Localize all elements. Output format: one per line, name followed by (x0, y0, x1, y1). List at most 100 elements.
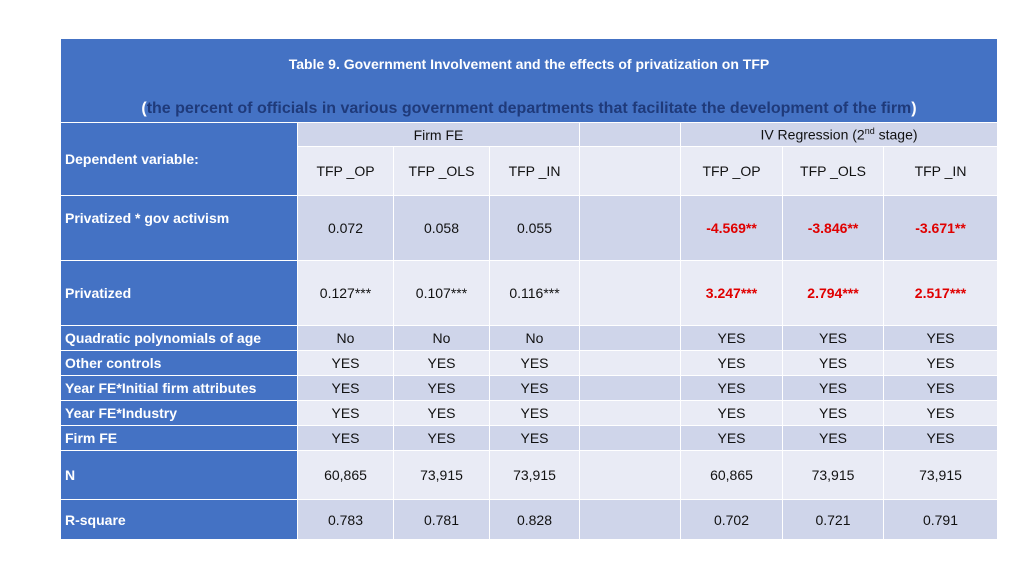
table-cell: YES (393, 350, 490, 376)
table-cell-spacer (579, 425, 681, 451)
table-row-privatized: Privatized 0.127*** 0.107*** 0.116*** 3.… (60, 260, 998, 326)
table-cell: 0.702 (680, 499, 783, 540)
row-label: Year FE*Initial firm attributes (60, 375, 298, 401)
table-cell: 73,915 (883, 450, 998, 500)
table-row-firm-fe: Firm FE YES YES YES YES YES YES (60, 425, 998, 451)
column-header-2: TFP _OLS (393, 146, 490, 196)
title-row: Table 9. Government Involvement and the … (60, 38, 998, 123)
table-cell: 73,915 (489, 450, 580, 500)
table-cell: YES (489, 350, 580, 376)
subtitle-text: the percent of officials in various gove… (146, 100, 912, 117)
table-cell: YES (297, 350, 394, 376)
group-header-row: Dependent variable: Firm FE IV Regressio… (60, 122, 998, 196)
table-cell-significant: -3.846** (782, 195, 884, 261)
table-cell: YES (393, 400, 490, 426)
table-cell-spacer (579, 450, 681, 500)
table-cell: YES (680, 375, 783, 401)
table-cell: YES (680, 325, 783, 351)
column-header-3: TFP _IN (489, 146, 580, 196)
iv-regression-superscript: nd (864, 126, 875, 137)
table-cell: 60,865 (680, 450, 783, 500)
table-cell: 0.107*** (393, 260, 490, 326)
row-label: R-square (60, 499, 298, 540)
column-header-row: TFP _OP TFP _OLS TFP _IN TFP _OP TFP _OL… (61, 146, 998, 196)
group-header-spacer (579, 122, 681, 147)
table-cell-spacer (579, 499, 681, 540)
table-cell-spacer (579, 375, 681, 401)
table-cell-spacer (579, 350, 681, 376)
table-cell: YES (782, 325, 884, 351)
column-header-5: TFP _OP (680, 146, 783, 196)
table-row-r-square: R-square 0.783 0.781 0.828 0.702 0.721 0… (60, 499, 998, 540)
table-cell: 60,865 (297, 450, 394, 500)
row-label: Other controls (60, 350, 298, 376)
iv-regression-prefix: IV Regression (2 (760, 126, 865, 143)
table-cell: YES (489, 375, 580, 401)
table-cell: 0.116*** (489, 260, 580, 326)
table-cell: YES (393, 375, 490, 401)
table-cell: YES (297, 400, 394, 426)
table-row-privatized-gov-activism: Privatized * gov activism 0.072 0.058 0.… (60, 195, 998, 261)
table-cell: YES (782, 350, 884, 376)
dependent-variable-label: Dependent variable: (60, 122, 298, 196)
table-cell-significant: -4.569** (680, 195, 783, 261)
subtitle-open-paren: ( (141, 100, 147, 117)
results-table: Table 9. Government Involvement and the … (60, 38, 998, 540)
table-cell: 73,915 (393, 450, 490, 500)
table-cell: YES (782, 400, 884, 426)
table-cell-spacer (579, 400, 681, 426)
table-cell: YES (297, 425, 394, 451)
table-cell: YES (883, 425, 998, 451)
table-cell-significant: 2.517*** (883, 260, 998, 326)
table-cell: 0.127*** (297, 260, 394, 326)
table-cell: YES (489, 425, 580, 451)
table-cell: 0.721 (782, 499, 884, 540)
table-cell: 73,915 (782, 450, 884, 500)
table-cell: 0.828 (489, 499, 580, 540)
table-cell: YES (883, 350, 998, 376)
row-label: N (60, 450, 298, 500)
table-cell: 0.058 (393, 195, 490, 261)
group-header-iv-regression: IV Regression (2nd stage) (680, 122, 998, 147)
table-title: Table 9. Government Involvement and the … (288, 56, 770, 72)
table-cell: YES (680, 400, 783, 426)
table-cell: YES (883, 400, 998, 426)
table-cell-significant: -3.671** (883, 195, 998, 261)
row-label: Year FE*Industry (60, 400, 298, 426)
table-cell: 0.783 (297, 499, 394, 540)
table-row-n: N 60,865 73,915 73,915 60,865 73,915 73,… (60, 450, 998, 500)
table-cell: 0.791 (883, 499, 998, 540)
column-header-6: TFP _OLS (782, 146, 884, 196)
iv-regression-suffix: stage) (874, 126, 918, 143)
table-cell: YES (782, 375, 884, 401)
column-header-spacer (579, 146, 681, 196)
row-label: Quadratic polynomials of age (60, 325, 298, 351)
group-header-firm-fe: Firm FE (297, 122, 580, 147)
table-cell-significant: 3.247*** (680, 260, 783, 326)
table-cell-spacer (579, 325, 681, 351)
table-cell: No (393, 325, 490, 351)
row-label: Privatized (60, 260, 298, 326)
row-label: Privatized * gov activism (60, 195, 298, 261)
table-row-year-fe-initial-attributes: Year FE*Initial firm attributes YES YES … (60, 375, 998, 401)
table-cell: YES (782, 425, 884, 451)
table-cell-significant: 2.794*** (782, 260, 884, 326)
table-cell: No (297, 325, 394, 351)
table-cell: 0.055 (489, 195, 580, 261)
table-cell-spacer (579, 260, 681, 326)
table-cell: 0.781 (393, 499, 490, 540)
table-row-year-fe-industry: Year FE*Industry YES YES YES YES YES YES (60, 400, 998, 426)
subtitle-close-paren: ) (911, 100, 917, 117)
column-header-7: TFP _IN (883, 146, 998, 196)
table-cell: YES (680, 425, 783, 451)
results-table-container: Table 9. Government Involvement and the … (60, 38, 998, 540)
table-cell: YES (883, 325, 998, 351)
row-label: Firm FE (60, 425, 298, 451)
table-cell: No (489, 325, 580, 351)
table-row-quadratic-age: Quadratic polynomials of age No No No YE… (60, 325, 998, 351)
table-title-cell: Table 9. Government Involvement and the … (60, 38, 998, 123)
table-cell-spacer (579, 195, 681, 261)
table-subtitle: (the percent of officials in various gov… (61, 100, 997, 118)
table-cell: YES (297, 375, 394, 401)
table-cell: YES (393, 425, 490, 451)
